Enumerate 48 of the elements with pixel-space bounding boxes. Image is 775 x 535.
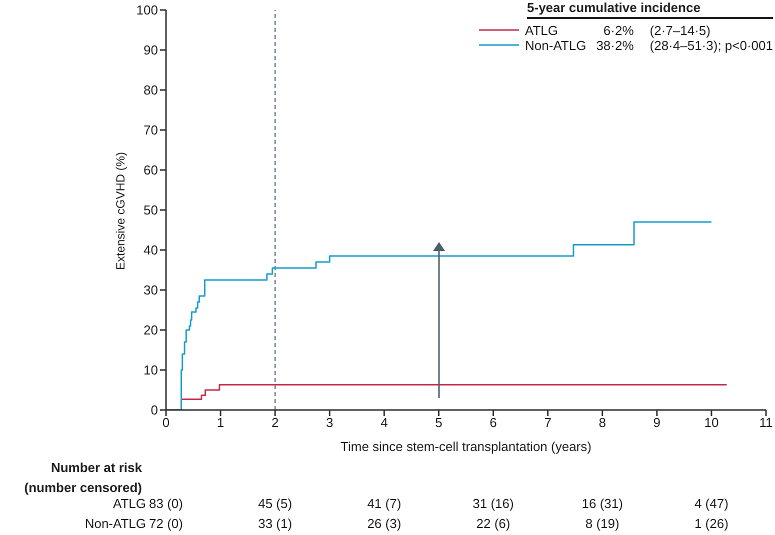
x-tick-label: 7	[544, 415, 552, 430]
text: (number censored)	[24, 480, 142, 495]
text: 22 (6)	[475, 516, 512, 531]
x-axis-title: Time since stem-cell transplantation (years)	[340, 439, 592, 454]
x-tick-label: 10	[704, 415, 719, 430]
text: 33 (1)	[257, 516, 294, 531]
y-tick-label: 10	[144, 362, 158, 378]
legend-label: Non-ATLG	[525, 38, 588, 53]
text: 8 (19)	[584, 516, 620, 531]
text: 16 (31)	[580, 496, 624, 511]
x-tick-label: 5	[435, 415, 442, 430]
y-tick-label: 90	[144, 42, 158, 58]
y-tick-label: 80	[144, 82, 158, 98]
text: 31 (16)	[472, 496, 515, 511]
legend-title: 5-year cumulative incidence	[527, 0, 773, 19]
x-tick-label: 6	[490, 415, 497, 430]
annotation: (2·7–14·5)	[650, 23, 712, 38]
text: Non-ATLG	[84, 516, 146, 531]
annotation: 6·2%	[602, 23, 635, 38]
text: 26 (3)	[366, 516, 402, 531]
legend-label: ATLG	[525, 23, 560, 38]
x-tick-label: 9	[653, 415, 661, 430]
y-tick-label: 30	[144, 282, 158, 298]
y-tick-label: 40	[144, 242, 158, 258]
y-tick-label: 50	[144, 202, 158, 218]
x-tick-label: 8	[598, 415, 606, 430]
x-tick-label: 4	[380, 415, 388, 430]
text: Number at risk	[50, 459, 142, 477]
x-tick-label: 2	[271, 415, 279, 430]
y-tick-label: 60	[144, 162, 158, 178]
y-axis-title: Extensive cGVHD (%)	[113, 152, 128, 270]
text: 41 (7)	[366, 496, 402, 511]
text: ATLG	[113, 496, 146, 511]
y-tick-label: 0	[150, 402, 158, 418]
y-tick-label: 20	[144, 322, 158, 338]
y-tick-label: 70	[144, 122, 158, 138]
text: 83 (0)	[149, 496, 183, 511]
text: 45 (5)	[257, 496, 294, 511]
text: 1 (26)	[693, 516, 730, 531]
text: 4 (47)	[693, 496, 730, 511]
y-tick-label: 100	[136, 2, 158, 18]
x-tick-label: 3	[326, 415, 334, 430]
annotation: 38·2%	[596, 38, 635, 53]
x-tick-label: 11	[759, 415, 773, 430]
annotation: (28·4–51·3); p<0·001	[650, 38, 773, 53]
x-tick-label: 0	[162, 415, 170, 430]
text: 72 (0)	[149, 516, 183, 531]
x-tick-label: 1	[216, 415, 224, 430]
